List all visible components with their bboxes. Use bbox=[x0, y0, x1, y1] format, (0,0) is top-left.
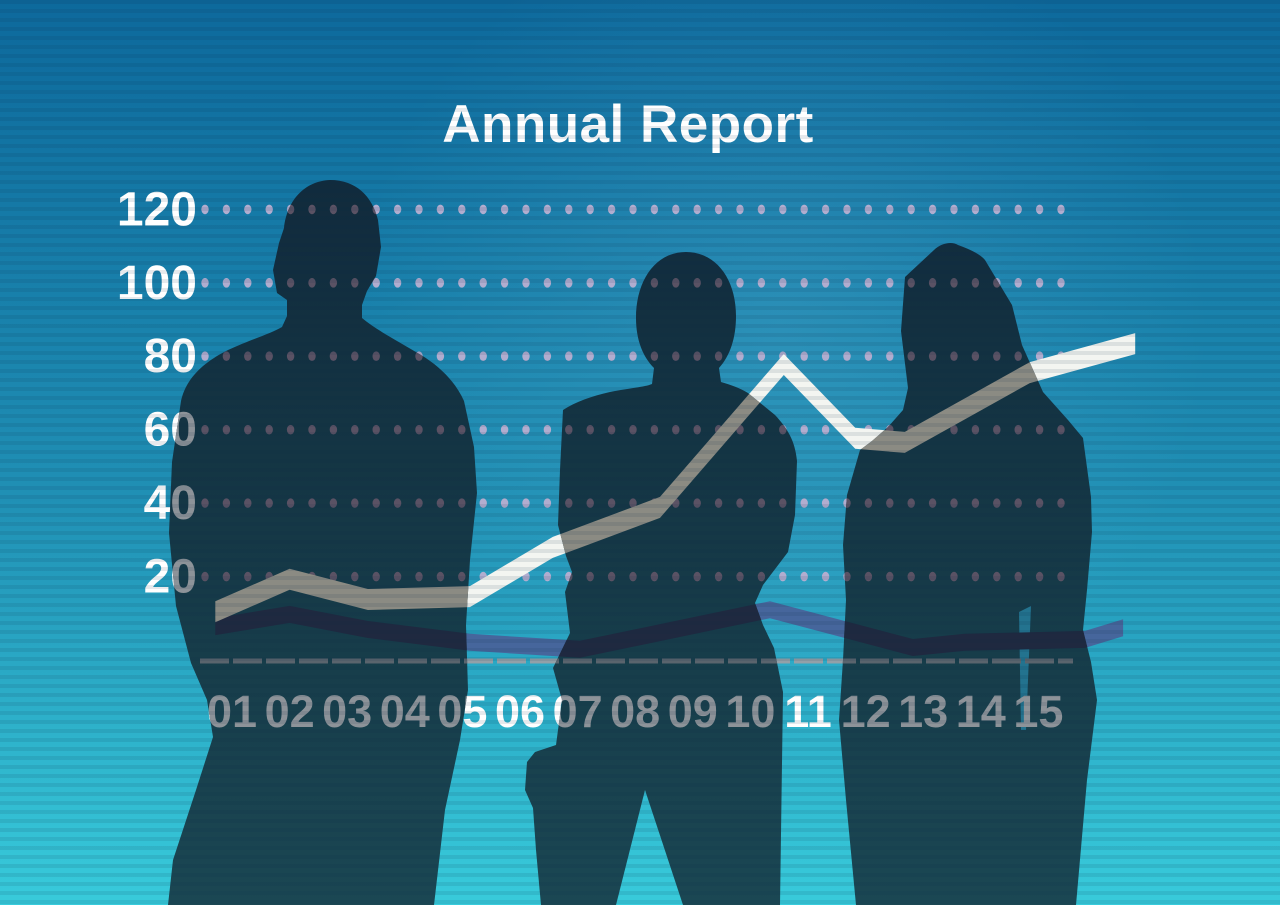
chart-title: Annual Report bbox=[442, 95, 814, 154]
